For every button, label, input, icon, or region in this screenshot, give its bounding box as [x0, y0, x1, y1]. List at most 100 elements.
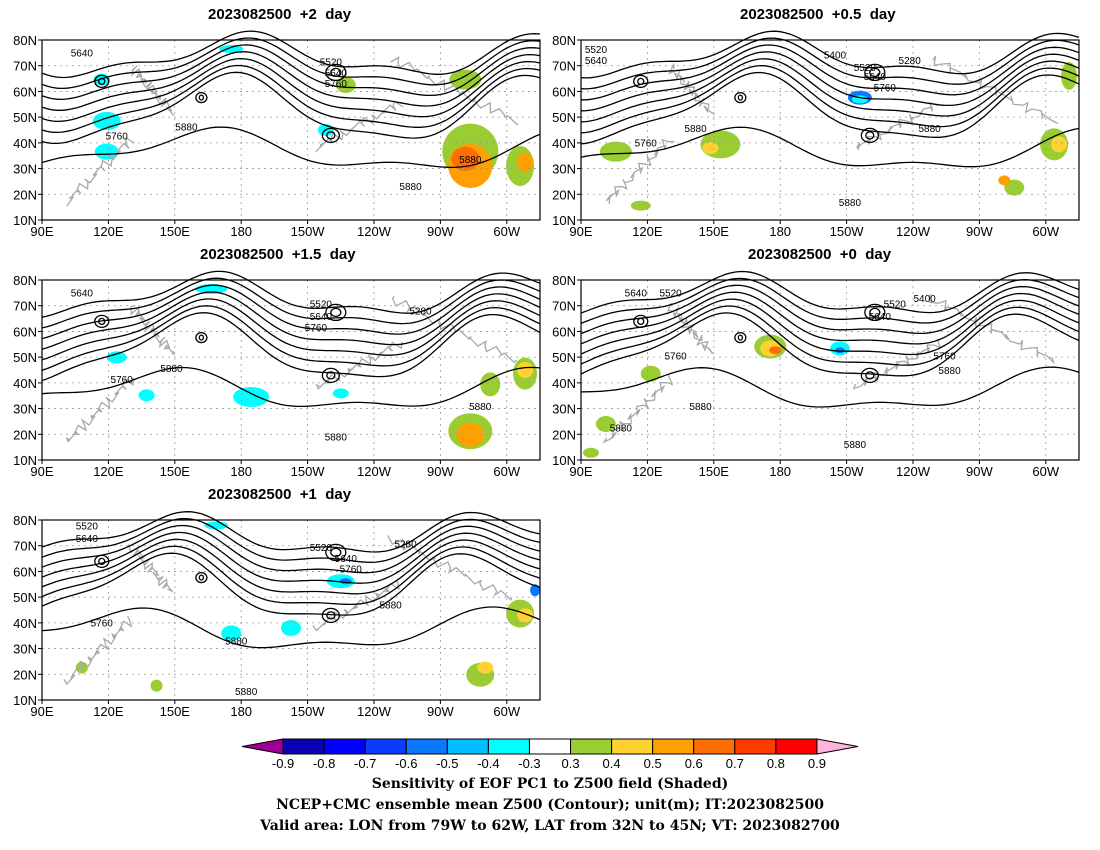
- contour-label: 5760: [874, 83, 897, 94]
- lon-tick-label: 120E: [93, 704, 124, 719]
- lon-tick-label: 120W: [357, 464, 392, 479]
- lon-tick-label: 150W: [830, 224, 865, 239]
- lon-tick-label: 90W: [427, 224, 454, 239]
- map-panel-p1: 5520564055205640576052805880576058805880…: [13, 511, 541, 719]
- colorbar-label: 0.5: [644, 756, 662, 771]
- contour-label: 5760: [325, 79, 348, 90]
- colorbar-segment: [611, 738, 654, 755]
- lon-tick-label: 90W: [966, 464, 993, 479]
- lat-tick-label: 10N: [552, 213, 576, 228]
- lat-tick-label: 70N: [13, 299, 37, 314]
- z500-contours: [41, 270, 541, 408]
- lat-tick-label: 80N: [552, 33, 576, 48]
- contour-label: 5640: [625, 289, 648, 300]
- contour-label: 5280: [409, 307, 432, 318]
- contour-label: 5400: [824, 50, 847, 61]
- contour-label: 5760: [91, 619, 114, 630]
- gridlines: [42, 40, 540, 220]
- lat-tick-label: 40N: [552, 136, 576, 151]
- lat-tick-label: 10N: [13, 453, 37, 468]
- contour-label: 5880: [379, 601, 402, 612]
- gridlines: [581, 280, 1079, 460]
- panel-title-p0: 2023082500 +0 day: [748, 246, 892, 263]
- colorbar-label: 0.9: [808, 756, 826, 771]
- map-panel-p15: 56405520564057605280576058805880588080N7…: [13, 270, 541, 479]
- lat-tick-label: 60N: [552, 324, 576, 339]
- z500-contours: [580, 270, 1080, 408]
- contour-label: 5640: [71, 49, 94, 60]
- lon-tick-label: 180: [769, 224, 791, 239]
- contour-label: 5760: [635, 139, 658, 150]
- lat-tick-label: 20N: [13, 427, 37, 442]
- lat-tick-label: 10N: [13, 213, 37, 228]
- colorbar-segment: [816, 738, 859, 755]
- contour-label: 5880: [684, 124, 707, 135]
- contour-label: 5880: [844, 440, 867, 451]
- contour-label: 5640: [310, 312, 333, 323]
- coastlines: [602, 293, 1055, 444]
- lon-tick-label: 120E: [632, 464, 663, 479]
- lat-tick-label: 70N: [13, 59, 37, 74]
- map-panel-p0: 5640 5520 5520 5400 5640 5760 5760 5880 5880 5880…: [552, 270, 1080, 479]
- contour-label: 5640: [325, 68, 348, 79]
- sensitivity-shading: [106, 284, 538, 450]
- colorbar-segment: [241, 738, 284, 755]
- contour-label: 5520: [310, 543, 333, 554]
- lon-tick-label: 150E: [699, 224, 730, 239]
- lon-tick-label: 120W: [896, 464, 931, 479]
- contour-label: 5280: [394, 539, 417, 550]
- lon-tick-label: 150E: [160, 224, 191, 239]
- contour-labels: 5640 5520 5520 5400 5640 5760 5760 5880 5880 5880…: [610, 289, 961, 451]
- contour-label: 5880: [459, 155, 482, 166]
- sensitivity-shading: [599, 62, 1078, 211]
- colorbar-segment: [364, 738, 407, 755]
- lon-tick-label: 120E: [93, 464, 124, 479]
- contour-label: 5400: [913, 294, 936, 305]
- contour-label: 5640: [869, 312, 892, 323]
- lon-tick-label: 180: [230, 224, 252, 239]
- lat-tick-label: 40N: [13, 136, 37, 151]
- z500-contours: [41, 30, 541, 169]
- panel-title-p1: 2023082500 +1 day: [208, 486, 352, 503]
- lat-tick-label: 50N: [13, 350, 37, 365]
- colorbar-label: 0.4: [603, 756, 621, 771]
- map-panel-p2: 5640552056405760576058805880588080N70N60…: [13, 30, 541, 239]
- lon-tick-label: 150W: [291, 704, 326, 719]
- contour-label: 5880: [399, 182, 422, 193]
- colorbar-label: -0.8: [313, 756, 335, 771]
- contour-label: 5760: [340, 565, 363, 576]
- lon-tick-label: 150W: [291, 224, 326, 239]
- contour-label: 5880: [175, 122, 198, 133]
- lon-tick-label: 180: [769, 464, 791, 479]
- contour-label: 5760: [664, 352, 687, 363]
- colorbar-label: -0.7: [354, 756, 376, 771]
- lat-tick-label: 50N: [13, 590, 37, 605]
- colorbar-segment: [775, 738, 818, 755]
- lat-tick-label: 30N: [13, 642, 37, 657]
- z500-contours: [41, 511, 541, 649]
- colorbar-segment: [446, 738, 489, 755]
- lat-tick-label: 50N: [552, 350, 576, 365]
- lat-tick-label: 40N: [552, 376, 576, 391]
- colorbar-segment: [652, 738, 695, 755]
- lat-tick-label: 30N: [552, 162, 576, 177]
- lat-tick-label: 50N: [552, 110, 576, 125]
- lon-tick-label: 180: [230, 464, 252, 479]
- contour-label: 5880: [235, 687, 258, 698]
- lat-tick-label: 40N: [13, 376, 37, 391]
- lon-tick-label: 60W: [493, 224, 520, 239]
- lon-tick-label: 150W: [830, 464, 865, 479]
- lat-tick-label: 70N: [552, 299, 576, 314]
- lat-tick-label: 20N: [552, 187, 576, 202]
- lon-tick-label: 120W: [896, 224, 931, 239]
- lon-tick-label: 90E: [569, 224, 592, 239]
